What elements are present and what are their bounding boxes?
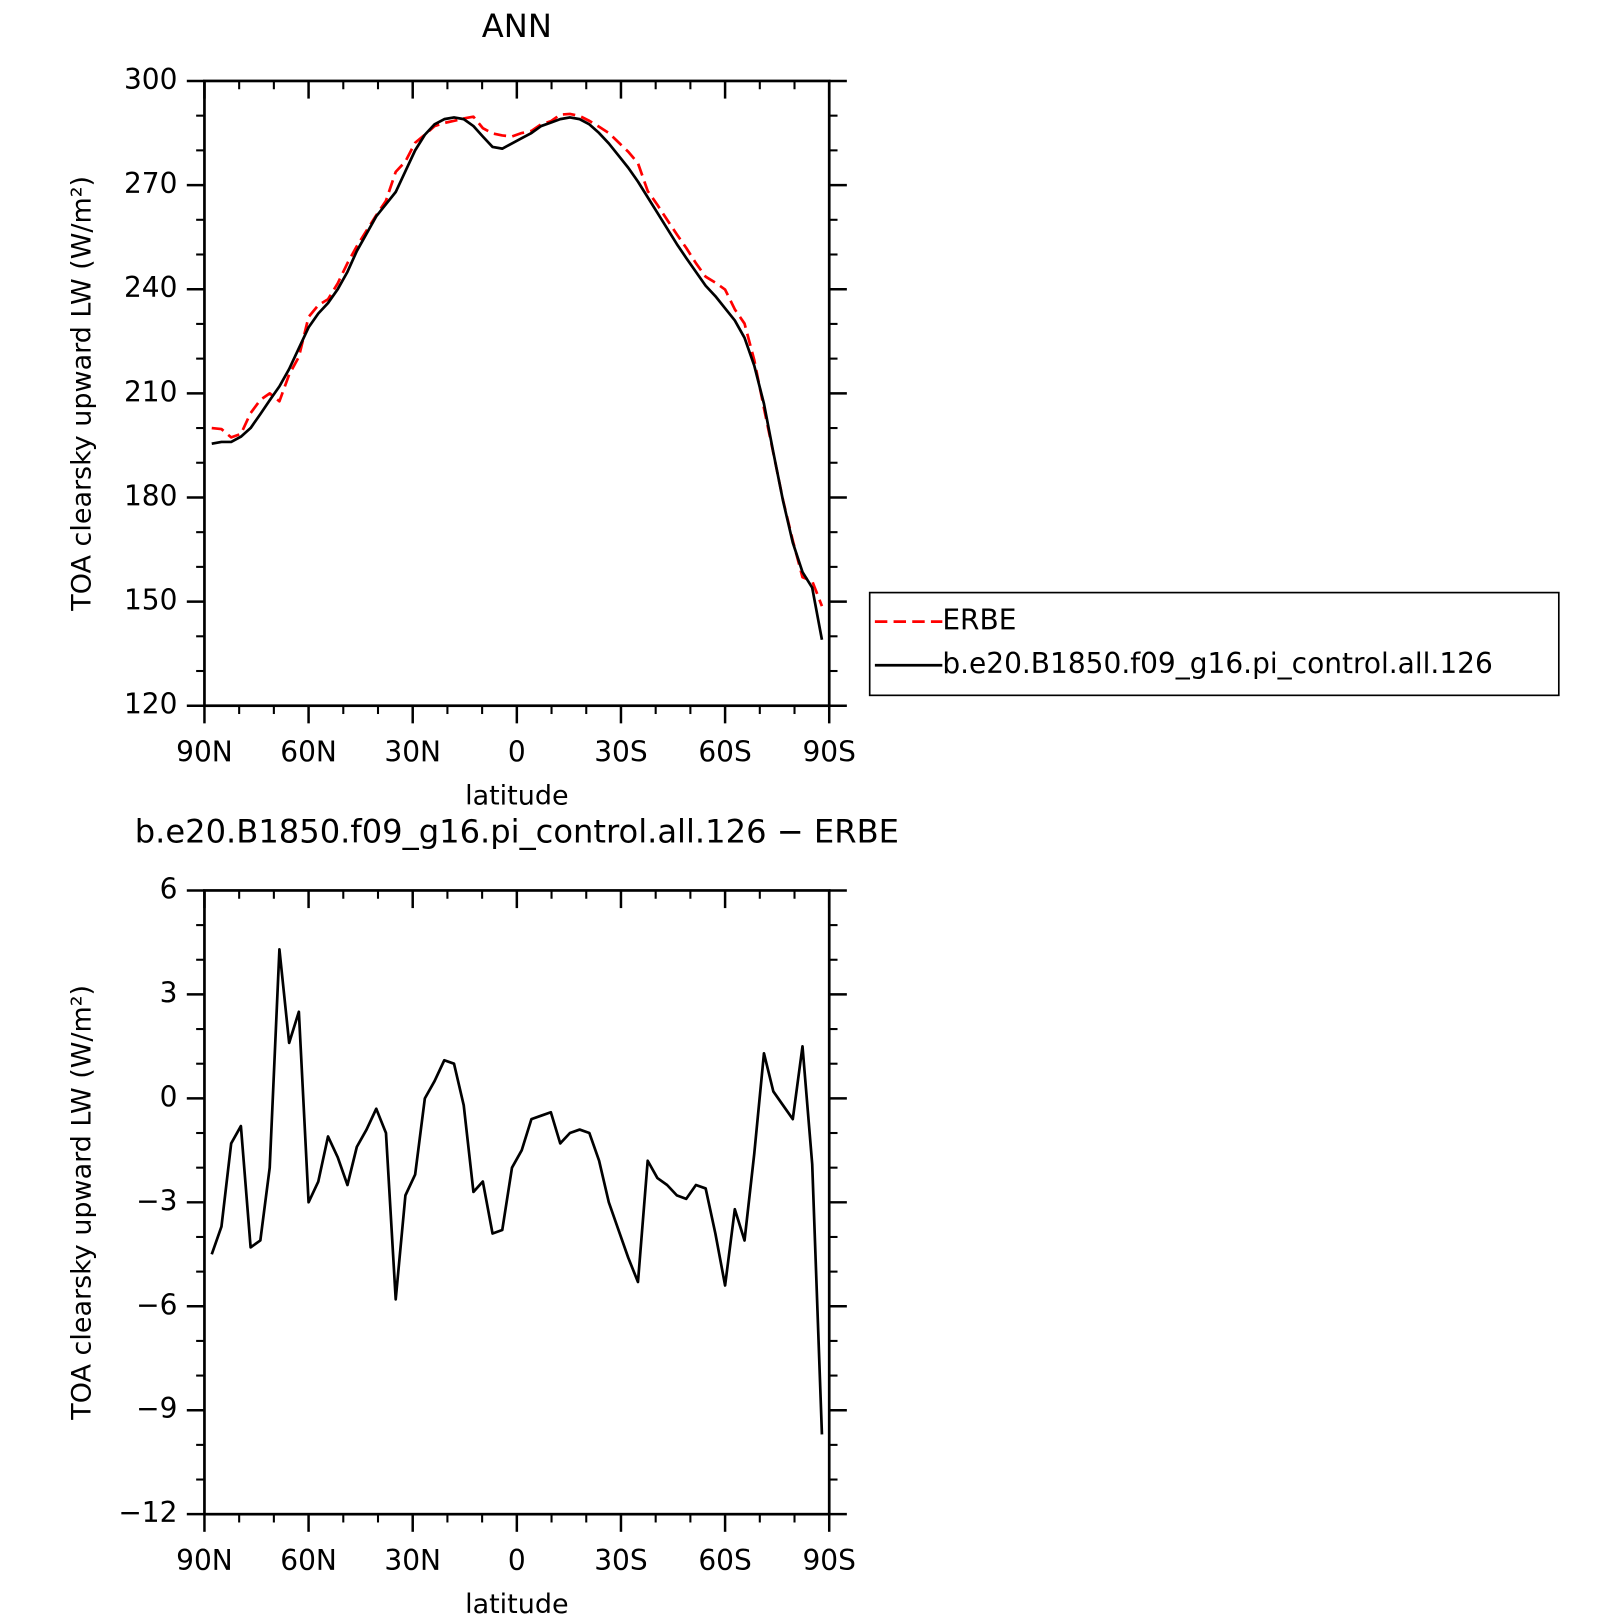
x-tick-label: 90S: [802, 735, 855, 768]
x-tick-label: 30S: [594, 735, 647, 768]
y-axis-label: TOA clearsky upward LW (W/m²): [67, 176, 98, 612]
legend-box: [868, 591, 1560, 697]
x-tick-label: 30S: [594, 1544, 647, 1577]
x-axis-label: latitude: [465, 781, 568, 812]
x-tick-label: 60N: [280, 1544, 337, 1577]
y-tick-label: 180: [124, 479, 177, 512]
plot-frame: [203, 889, 831, 1516]
y-tick-label: 150: [124, 584, 177, 617]
y-tick-label: 270: [124, 167, 177, 200]
y-tick-label: 3: [160, 976, 178, 1009]
y-tick-label: 120: [124, 688, 177, 721]
x-tick-label: 0: [508, 1544, 526, 1577]
y-tick-label: −6: [136, 1288, 177, 1321]
y-tick-label: 240: [124, 271, 177, 304]
y-tick-label: −9: [136, 1392, 177, 1425]
y-tick-label: 210: [124, 375, 177, 408]
x-tick-label: 90S: [802, 1544, 855, 1577]
chart-title: b.e20.B1850.f09_g16.pi_control.all.126 −…: [135, 812, 899, 850]
y-axis-label: TOA clearsky upward LW (W/m²): [67, 985, 98, 1421]
x-tick-label: 90N: [176, 1544, 233, 1577]
x-tick-label: 30N: [384, 1544, 441, 1577]
x-tick-label: 60S: [698, 735, 751, 768]
y-tick-label: 6: [160, 872, 178, 905]
x-tick-label: 90N: [176, 735, 233, 768]
x-tick-label: 60N: [280, 735, 337, 768]
y-tick-label: 300: [124, 63, 177, 96]
y-tick-label: −3: [136, 1184, 177, 1217]
y-tick-label: −12: [118, 1496, 177, 1529]
legend-label: ERBE: [942, 604, 1016, 637]
x-tick-label: 0: [508, 735, 526, 768]
plot-frame: [203, 79, 831, 708]
data-line: [211, 116, 824, 641]
data-line: [210, 948, 824, 1435]
x-axis-label: latitude: [465, 1589, 568, 1619]
chart-title: ANN: [482, 7, 552, 45]
x-tick-label: 60S: [698, 1544, 751, 1577]
y-tick-label: 0: [160, 1080, 178, 1113]
data-line: [211, 112, 824, 607]
legend-label: b.e20.B1850.f09_g16.pi_control.all.126: [942, 647, 1492, 680]
x-tick-label: 30N: [384, 735, 441, 768]
